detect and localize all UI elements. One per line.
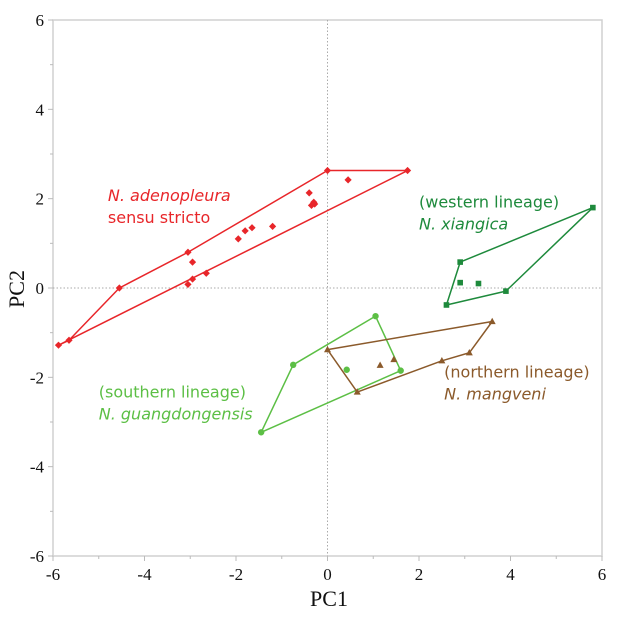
diamond-marker [65, 336, 73, 344]
x-tick-label: 0 [323, 565, 332, 584]
diamond-marker [188, 275, 197, 283]
circle-marker [397, 367, 404, 374]
diamond-marker [188, 258, 197, 266]
circle-marker [343, 366, 350, 373]
series-label-line: (southern lineage) [99, 382, 246, 401]
series-label-line: N. mangveni [444, 384, 546, 403]
square-marker [475, 280, 482, 287]
diamond-marker [241, 227, 249, 235]
series-label: (western lineage) N. xiangica [419, 193, 559, 234]
triangle-marker [465, 348, 473, 356]
convex-hull [326, 320, 493, 393]
triangle-marker [376, 361, 384, 368]
series-label-line: N. guangdongensis [99, 404, 253, 423]
diamond-marker [269, 222, 277, 230]
diamond-marker [54, 341, 63, 349]
diamond-marker [184, 248, 192, 256]
diamond-marker [344, 176, 352, 184]
series-label-line: (western lineage) [419, 193, 559, 212]
x-tick-label: -6 [46, 565, 60, 584]
x-tick-label: -2 [229, 565, 243, 584]
zero-reference-lines [53, 20, 602, 556]
triangle-marker [353, 388, 361, 395]
series-label-line: sensu stricto [108, 208, 210, 227]
y-tick-label: 2 [36, 190, 45, 209]
triangle-marker [324, 345, 331, 353]
diamond-marker [307, 201, 316, 209]
diamond-marker [305, 189, 313, 197]
y-tick-label: -6 [30, 547, 44, 566]
x-tick-label: -4 [137, 565, 152, 584]
series-label: N. adenopleura sensu stricto [108, 186, 231, 227]
square-marker [590, 204, 596, 211]
circle-marker [372, 312, 379, 320]
series-3 [324, 317, 496, 395]
diamond-marker [248, 224, 256, 232]
axis-ticks: -6 -4 -2 0 2 4 6 6 4 2 0 -2 -4 -6 [30, 11, 606, 584]
y-tick-label: 0 [36, 279, 45, 298]
diamond-marker [115, 284, 123, 292]
x-tick-label: 2 [415, 565, 424, 584]
diamond-marker [323, 166, 332, 175]
triangle-marker [438, 357, 446, 364]
series-label: (southern lineage) N. guangdongensis [99, 382, 253, 423]
circle-marker [289, 361, 297, 369]
series-1 [443, 204, 596, 308]
convex-hull [260, 315, 402, 434]
y-tick-label: -2 [30, 368, 44, 387]
circle-marker [257, 429, 265, 436]
square-marker [443, 302, 450, 308]
series-label-line: N. adenopleura [108, 186, 231, 205]
x-axis-label: PC1 [310, 586, 348, 611]
y-axis-label: PC2 [4, 270, 29, 308]
y-tick-label: -4 [30, 458, 45, 477]
square-marker [457, 279, 463, 286]
series-layer [54, 166, 596, 436]
series-2 [257, 312, 404, 436]
square-marker [457, 259, 463, 265]
y-tick-label: 6 [36, 11, 45, 30]
diamond-marker [403, 166, 412, 175]
series-label: (northern lineage) N. mangveni [444, 362, 589, 403]
series-0 [54, 166, 412, 349]
y-tick-label: 4 [36, 100, 45, 119]
diamond-marker [311, 200, 319, 208]
square-marker [503, 288, 509, 294]
diamond-marker [184, 280, 192, 289]
diamond-marker [234, 235, 242, 243]
diamond-marker [202, 269, 210, 277]
annotations-layer: N. adenopleura sensu stricto (western line… [99, 186, 590, 424]
series-label-line: (northern lineage) [444, 362, 589, 381]
series-label-line: N. xiangica [419, 215, 508, 234]
triangle-marker [488, 317, 496, 325]
triangle-marker [390, 355, 398, 363]
x-tick-label: 4 [506, 565, 515, 584]
x-tick-label: 6 [598, 565, 607, 584]
